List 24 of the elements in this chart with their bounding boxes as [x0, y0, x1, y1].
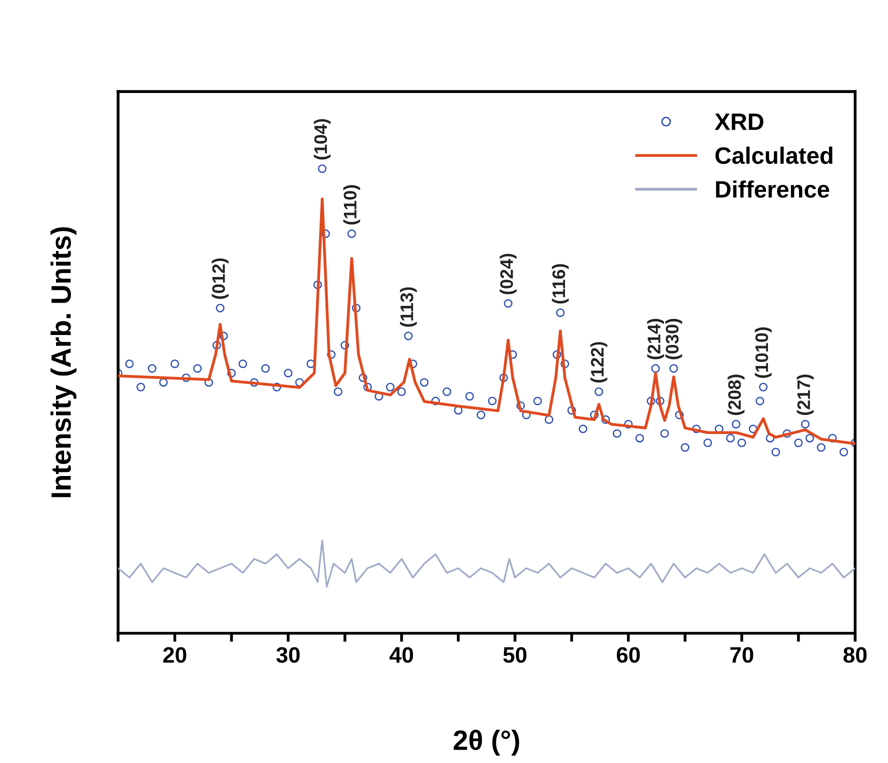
y-axis-title: Intensity (Arb. Units) [50, 227, 76, 498]
x-tick-label: 20 [163, 647, 186, 663]
annotation: (122) [590, 342, 608, 382]
x-axis-title: 2θ (°) [454, 730, 520, 756]
legend-label: Difference [716, 180, 830, 198]
annotation: (214) [647, 318, 664, 360]
annotation: (217) [796, 374, 814, 415]
annotation: (030) [665, 318, 682, 360]
x-tick-label: 40 [390, 647, 414, 663]
annotation: (113) [400, 287, 417, 327]
annotation: (208) [728, 374, 744, 415]
annotation: (116) [552, 264, 569, 304]
legend-label: XRD [714, 114, 764, 130]
annotation: (024) [500, 254, 517, 294]
legend-label: Calculated [715, 146, 832, 164]
x-tick-label: 60 [616, 647, 640, 663]
annotation: (104) [314, 119, 331, 160]
annotation: (110) [343, 185, 360, 224]
annotation: (1010) [754, 327, 772, 378]
x-tick-label: 30 [276, 647, 300, 663]
x-tick-label: 70 [730, 647, 754, 663]
x-tick-label: 80 [843, 647, 867, 663]
x-tick-label: 50 [503, 647, 526, 663]
annotation: (012) [212, 258, 229, 299]
